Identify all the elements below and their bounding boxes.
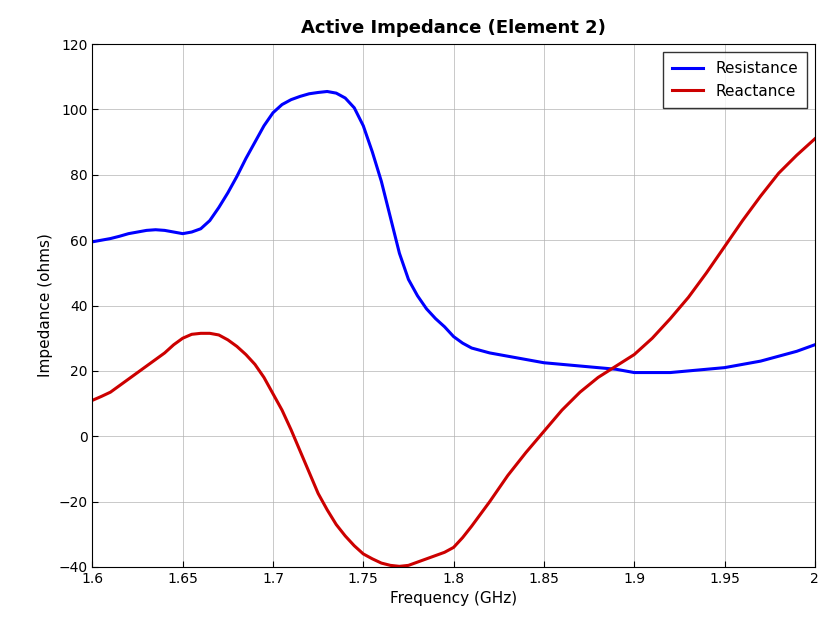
Resistance: [196, 225, 206, 232]
Reactance: [232, 343, 242, 350]
Reactance: [684, 294, 694, 301]
Resistance: [232, 173, 242, 180]
Resistance: [431, 315, 441, 323]
Title: Active Impedance (Element 2): Active Impedance (Element 2): [302, 19, 606, 37]
Legend: Resistance, Reactance: Resistance, Reactance: [664, 52, 807, 108]
Resistance: [323, 88, 333, 95]
Resistance: [87, 238, 97, 246]
Reactance: [196, 329, 206, 337]
Reactance: [810, 135, 820, 142]
Resistance: [367, 148, 377, 156]
Reactance: [395, 563, 405, 570]
Line: Reactance: Reactance: [92, 139, 815, 566]
Reactance: [359, 550, 369, 558]
Line: Resistance: Resistance: [92, 91, 815, 372]
Reactance: [87, 396, 97, 404]
Resistance: [810, 341, 820, 348]
Y-axis label: Impedance (ohms): Impedance (ohms): [38, 234, 53, 377]
Resistance: [629, 369, 639, 376]
X-axis label: Frequency (GHz): Frequency (GHz): [390, 592, 517, 607]
Resistance: [701, 365, 711, 373]
Reactance: [133, 369, 143, 376]
Resistance: [133, 228, 143, 236]
Reactance: [431, 552, 441, 559]
